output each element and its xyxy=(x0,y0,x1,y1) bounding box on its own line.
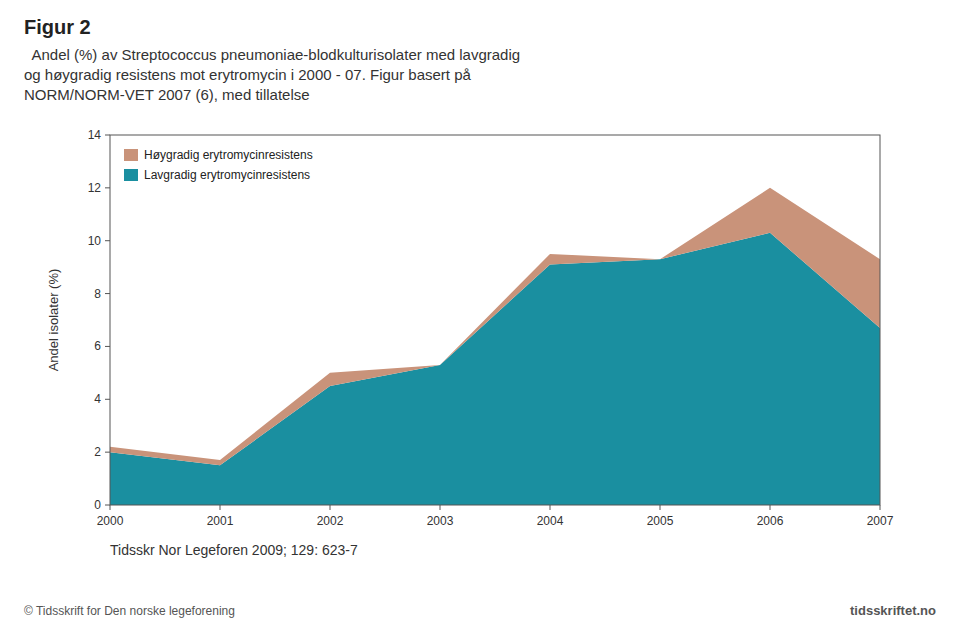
x-tick-label: 2000 xyxy=(97,514,124,528)
y-axis-label: Andel isolater (%) xyxy=(46,269,61,372)
x-tick xyxy=(440,505,441,510)
legend-swatch xyxy=(124,169,138,181)
y-tick xyxy=(105,505,110,506)
legend: Høygradig erytromycinresistens Lavgradig … xyxy=(124,148,313,182)
legend-label: Høygradig erytromycinresistens xyxy=(144,148,313,162)
y-tick xyxy=(105,240,110,241)
citation: Tidsskr Nor Legeforen 2009; 129: 623-7 xyxy=(110,542,358,558)
y-tick-label: 8 xyxy=(94,287,101,301)
y-tick-label: 6 xyxy=(94,339,101,353)
x-tick xyxy=(880,505,881,510)
x-tick xyxy=(660,505,661,510)
plot-background xyxy=(110,135,880,505)
x-tick-label: 2007 xyxy=(867,514,894,528)
x-tick-label: 2005 xyxy=(647,514,674,528)
plot-frame xyxy=(110,135,880,505)
y-tick xyxy=(105,452,110,453)
x-tick-label: 2003 xyxy=(427,514,454,528)
area xyxy=(110,233,880,505)
y-tick-label: 12 xyxy=(88,181,102,195)
chart: Figur 2 Andel (%) av Streptococcus pneum… xyxy=(0,0,960,639)
x-tick xyxy=(330,505,331,510)
y-tick-label: 2 xyxy=(94,445,101,459)
y-tick xyxy=(105,293,110,294)
y-tick-label: 14 xyxy=(88,128,102,142)
subtitle: og høygradig resistens mot erytromycin i… xyxy=(24,66,472,83)
y-tick xyxy=(105,135,110,136)
y-tick-label: 4 xyxy=(94,392,101,406)
legend-swatch xyxy=(124,149,138,161)
y-tick-label: 0 xyxy=(94,498,101,512)
x-tick-label: 2001 xyxy=(207,514,234,528)
x-tick-label: 2002 xyxy=(317,514,344,528)
footer: © Tidsskrift for Den norske legeforening xyxy=(24,604,235,618)
plot-marks xyxy=(110,188,880,505)
y-tick xyxy=(105,187,110,188)
logo-text: tidsskriftet.no xyxy=(850,603,936,618)
subtitle: NORM/NORM-VET 2007 (6), med tillatelse xyxy=(24,86,310,103)
title: Figur 2 xyxy=(24,16,91,38)
area xyxy=(110,188,880,466)
subtitle: Andel (%) av Streptococcus pneumoniae-bl… xyxy=(24,46,520,63)
x-tick xyxy=(220,505,221,510)
x-tick-label: 2006 xyxy=(757,514,784,528)
x-tick-label: 2004 xyxy=(537,514,564,528)
x-tick xyxy=(550,505,551,510)
y-tick xyxy=(105,346,110,347)
y-tick-label: 10 xyxy=(88,234,102,248)
x-tick xyxy=(770,505,771,510)
legend-label: Lavgradig erytromycinresistens xyxy=(144,168,310,182)
y-tick xyxy=(105,399,110,400)
x-tick xyxy=(110,505,111,510)
